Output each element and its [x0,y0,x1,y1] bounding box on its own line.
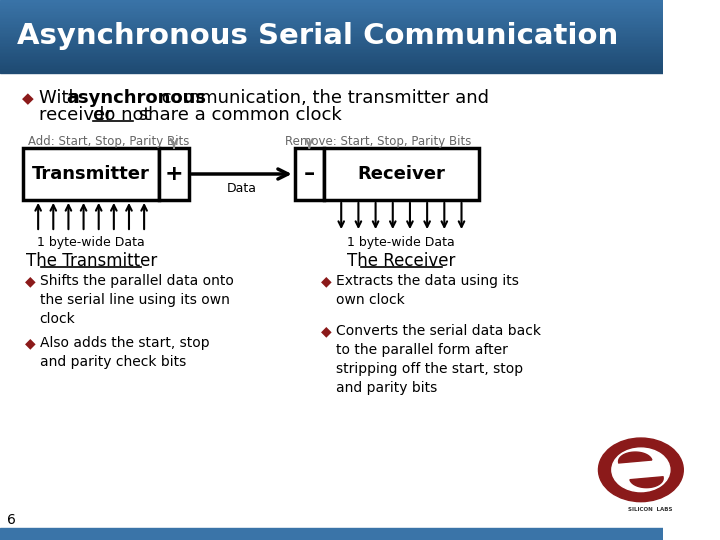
Text: Transmitter: Transmitter [32,165,150,183]
Bar [0,35,663,37]
Bar [0,19,663,21]
Bar [159,148,189,200]
Bar [0,41,663,42]
Bar [0,2,663,3]
Text: Receiver: Receiver [357,165,445,183]
Bar [0,60,663,62]
Bar [0,45,663,47]
Bar [0,528,663,540]
Bar [0,69,663,70]
Circle shape [598,438,683,502]
Bar [0,16,663,17]
Bar [0,26,663,28]
Text: Shifts the parallel data onto
the serial line using its own
clock: Shifts the parallel data onto the serial… [40,274,233,326]
Text: Extracts the data using its
own clock: Extracts the data using its own clock [336,274,519,307]
Text: share a common clock: share a common clock [132,106,341,124]
Text: 1 byte-wide Data: 1 byte-wide Data [348,236,455,249]
Bar [0,3,663,4]
Bar [0,67,663,69]
Bar [0,48,663,50]
Text: Also adds the start, stop
and parity check bits: Also adds the start, stop and parity che… [40,336,210,369]
Text: do not: do not [93,106,150,124]
Bar [0,13,663,15]
Text: +: + [165,164,184,184]
Text: 1 byte-wide Data: 1 byte-wide Data [37,236,145,249]
Text: ◆: ◆ [25,336,35,350]
Circle shape [612,448,670,491]
Bar [0,38,663,39]
Bar [0,58,663,60]
Text: With: With [39,89,85,107]
Bar [0,31,663,32]
Bar [0,15,663,16]
Text: Converts the serial data back
to the parallel form after
stripping off the start: Converts the serial data back to the par… [336,324,541,395]
Bar [0,28,663,29]
Text: –: – [304,164,315,184]
Bar [0,6,663,8]
Bar [0,12,663,13]
Bar [0,63,663,64]
Text: The Receiver: The Receiver [347,252,456,270]
Text: ◆: ◆ [321,324,332,338]
Bar [0,42,663,44]
Text: asynchronous: asynchronous [66,89,207,107]
Bar [0,17,663,19]
Polygon shape [630,477,663,488]
Bar [0,50,663,51]
Text: Data: Data [227,182,256,195]
Bar [0,54,663,56]
Bar [0,66,663,67]
Text: Asynchronous Serial Communication: Asynchronous Serial Communication [17,23,618,51]
Bar [0,32,663,33]
Bar [0,51,663,52]
Text: Remove: Start, Stop, Parity Bits: Remove: Start, Stop, Parity Bits [285,135,472,148]
Bar [0,10,663,12]
Bar [0,9,663,10]
Text: The Transmitter: The Transmitter [25,252,157,270]
Bar [0,22,663,23]
Text: ◆: ◆ [22,91,34,106]
Bar [0,0,663,2]
Bar [0,64,663,66]
Bar [0,71,663,73]
Bar [0,4,663,6]
Bar [0,52,663,54]
Bar [0,23,663,25]
Text: receiver: receiver [39,106,118,124]
Bar [23,148,159,200]
Text: ◆: ◆ [321,274,332,288]
Bar [0,56,663,57]
Bar [0,39,663,41]
Text: SILICON  LABS: SILICON LABS [628,507,672,512]
Bar [0,25,663,26]
Bar [0,62,663,63]
Bar [0,21,663,22]
Bar [0,8,663,9]
Bar [0,29,663,31]
Bar [0,37,663,38]
Bar [0,33,663,35]
Polygon shape [618,452,652,463]
Text: ◆: ◆ [25,274,35,288]
Text: 6: 6 [7,513,17,527]
Bar [324,148,479,200]
Bar [0,47,663,48]
Bar [0,44,663,45]
Bar [294,148,324,200]
Text: communication, the transmitter and: communication, the transmitter and [156,89,490,107]
Bar [0,57,663,58]
Text: Add: Start, Stop, Parity Bits: Add: Start, Stop, Parity Bits [27,135,189,148]
Bar [0,70,663,71]
